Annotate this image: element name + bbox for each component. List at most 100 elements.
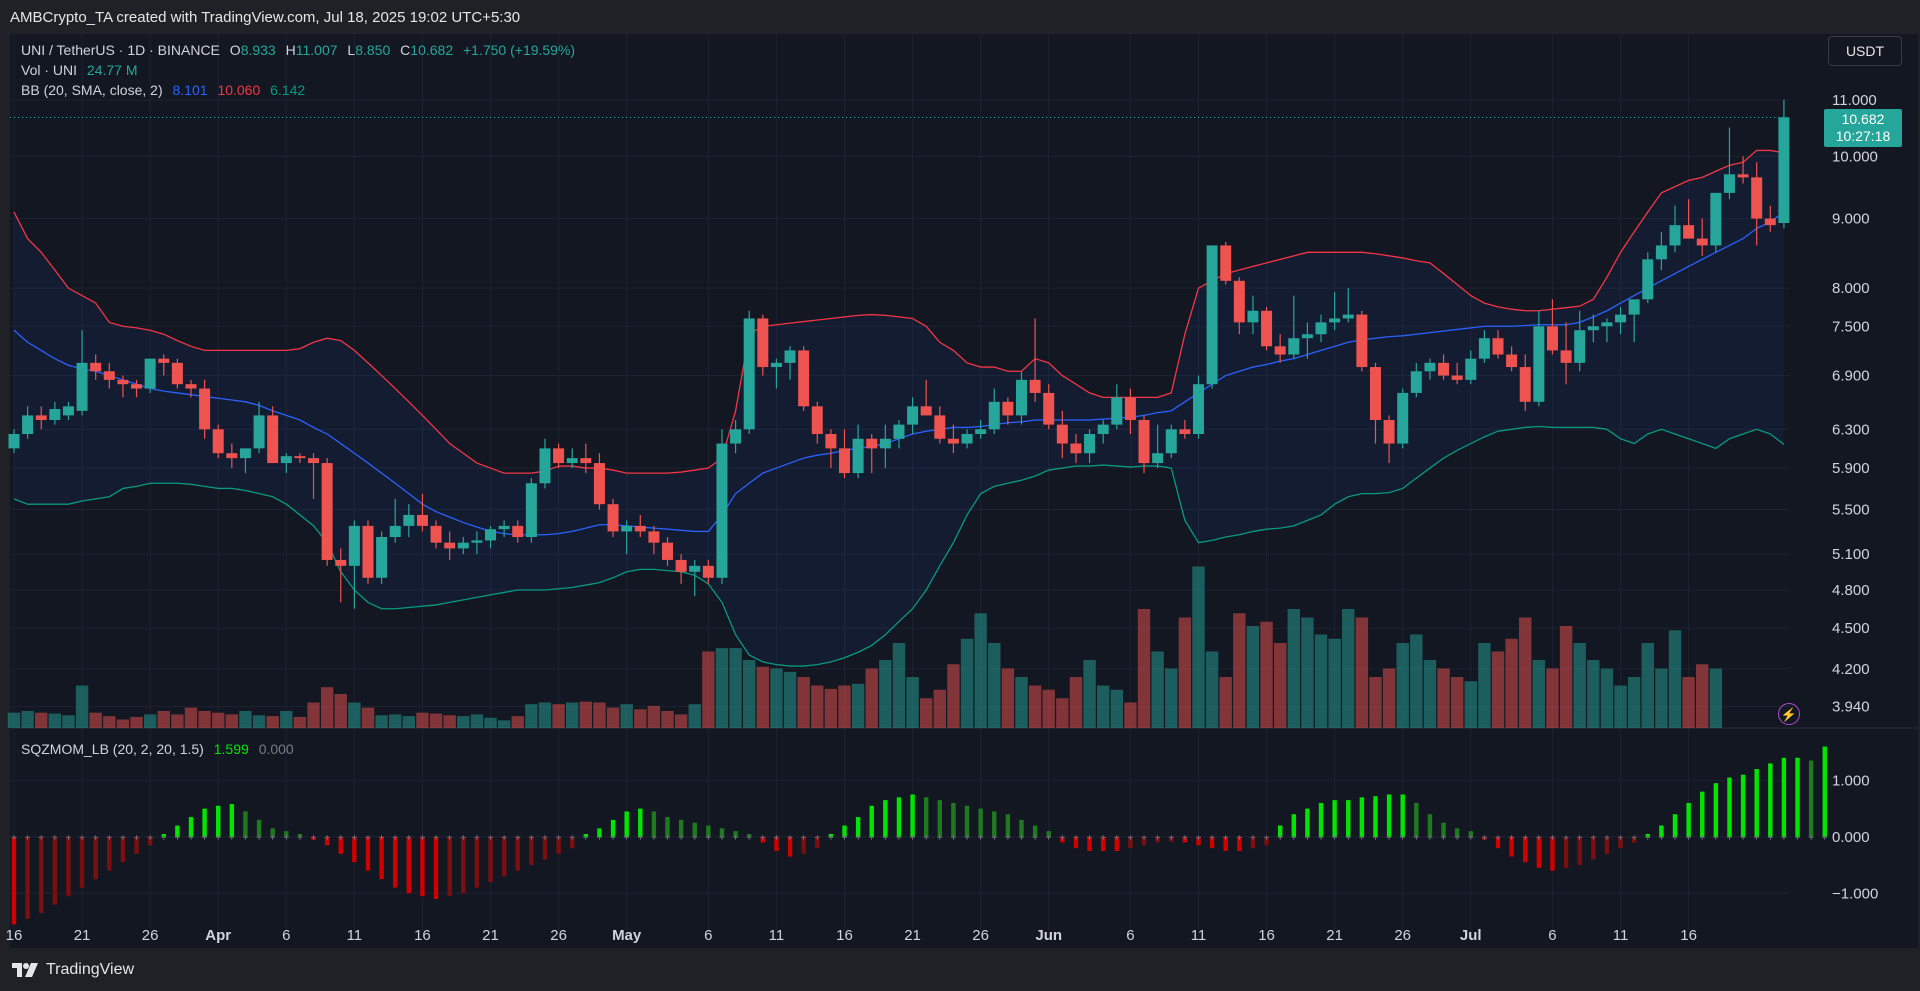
momentum-bar [746, 834, 752, 837]
volume-bar [919, 698, 933, 728]
volume-bar [1668, 630, 1682, 728]
momentum-bar [1196, 836, 1201, 846]
momentum-bar [1141, 836, 1147, 846]
momentum-bar [229, 804, 235, 837]
squeeze-dot: + [937, 833, 943, 844]
candle-body [294, 456, 306, 459]
volume-bar [334, 694, 347, 728]
candle-body [770, 362, 782, 368]
volume-bar [688, 704, 701, 728]
time-axis-tick: 21 [74, 927, 91, 944]
candle-body [893, 424, 905, 439]
candle-body [226, 453, 238, 459]
volume-legend: Vol · UNI 24.77 M [21, 62, 138, 78]
candle-body [1056, 424, 1068, 444]
volume-bar [1205, 651, 1219, 728]
candle-body [1369, 367, 1381, 420]
momentum-bar [1087, 836, 1092, 851]
candle-body [825, 434, 837, 449]
squeeze-dot: + [66, 833, 72, 844]
squeeze-dot: + [447, 833, 453, 844]
candle-body [1084, 434, 1096, 454]
footer-brand[interactable]: TradingView [46, 960, 135, 978]
candle-body [8, 434, 20, 449]
candle-body [1206, 245, 1218, 385]
squeeze-dot: + [1550, 833, 1556, 844]
squeeze-dot: + [1196, 833, 1202, 844]
price-axis-tick: 5.100 [1832, 546, 1870, 563]
candle-body [1152, 453, 1164, 464]
volume-bar [7, 712, 21, 728]
sqzmom-label[interactable]: SQZMOM_LB (20, 2, 20, 1.5) [21, 741, 204, 757]
volume-bar [1028, 685, 1042, 728]
volume-label[interactable]: Vol · UNI [21, 62, 78, 78]
lightning-icon[interactable]: ⚡ [1778, 703, 1800, 725]
momentum-bar [1155, 836, 1160, 843]
squeeze-dot: + [556, 833, 562, 844]
squeeze-dot: + [1182, 833, 1188, 844]
squeeze-dot: + [215, 833, 221, 844]
candle-body [1165, 429, 1177, 454]
last-price-value: 10.682 [1841, 111, 1885, 127]
volume-bar [457, 716, 470, 728]
squeeze-dot: + [665, 833, 671, 844]
candle-body [1723, 174, 1735, 193]
momentum-bar [66, 836, 71, 897]
bb-label[interactable]: BB (20, SMA, close, 2) [21, 82, 163, 98]
squeeze-dot: + [637, 833, 643, 844]
bb-legend: BB (20, SMA, close, 2) 8.101 10.060 6.14… [21, 82, 305, 98]
volume-bar [171, 714, 184, 728]
squeeze-dot: + [1468, 833, 1474, 844]
candle-body [90, 362, 102, 372]
momentum-bar [420, 836, 425, 897]
volume-bar [1464, 681, 1477, 728]
squeeze-dot: + [882, 833, 888, 844]
candle-body [1124, 397, 1136, 420]
volume-bar [960, 638, 974, 728]
candle-body [662, 542, 674, 560]
candle-body [308, 458, 320, 464]
volume-bar [1096, 685, 1110, 728]
volume-bar [933, 689, 947, 728]
candle-body [1111, 397, 1123, 425]
momentum-bar [1277, 825, 1283, 837]
candle-body [1301, 334, 1313, 339]
momentum-bar [706, 825, 711, 837]
volume-bar [157, 711, 170, 728]
time-axis-tick: 16 [1258, 927, 1275, 944]
volume-bar [470, 714, 484, 728]
bar-countdown: 10:27:18 [1835, 128, 1891, 144]
volume-bar [484, 717, 497, 728]
momentum-bar [147, 836, 153, 846]
volume-bar [1246, 626, 1260, 728]
squeeze-dot: + [651, 833, 657, 844]
squeeze-dot: + [392, 833, 398, 844]
candle-body [1029, 379, 1041, 393]
symbol-name[interactable]: UNI / TetherUS · 1D · BINANCE [21, 42, 220, 58]
volume-bar [1069, 677, 1083, 728]
volume-bar [184, 707, 198, 728]
currency-button[interactable]: USDT [1828, 36, 1902, 66]
volume-bar [1165, 668, 1178, 728]
candle-body [1574, 330, 1586, 363]
squeeze-dot: + [1631, 833, 1637, 844]
time-axis-tick: 16 [836, 927, 853, 944]
time-axis-tick: Jul [1460, 927, 1482, 944]
squeeze-dot: + [1345, 833, 1351, 844]
squeeze-dot: + [1563, 833, 1569, 844]
squeeze-dot: + [1236, 833, 1242, 844]
candle-body [648, 531, 660, 543]
volume-bar [1192, 566, 1205, 728]
momentum-bar [855, 817, 861, 837]
volume-bar [906, 677, 919, 728]
momentum-bar [1114, 836, 1119, 851]
squeeze-dot: + [1740, 833, 1746, 844]
momentum-bar [937, 800, 943, 837]
squeeze-dot: + [1264, 833, 1270, 844]
momentum-bar [501, 836, 507, 877]
candle-body [1669, 225, 1681, 246]
candle-body [185, 384, 197, 389]
price-axis-tick: 4.200 [1832, 661, 1870, 678]
squeeze-dot: + [1522, 833, 1528, 844]
